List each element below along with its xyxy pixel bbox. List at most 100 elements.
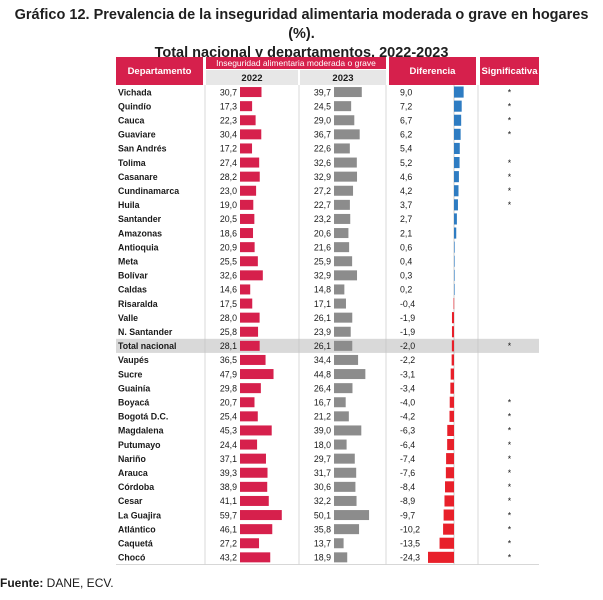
difference-label: -1,9: [400, 313, 415, 323]
value-label-2022: 24,4: [220, 440, 237, 450]
bar-2022: [240, 199, 254, 210]
value-label-2023: 36,7: [314, 130, 331, 140]
value-label-2022: 36,5: [220, 355, 237, 365]
bar-2023: [334, 199, 350, 210]
value-label-2023: 14,8: [314, 285, 331, 295]
difference-label: -10,2: [400, 524, 420, 534]
value-label-2022: 38,9: [220, 482, 237, 492]
row-department-label: Risaralda: [118, 299, 158, 309]
difference-bar: [444, 495, 454, 507]
row-department-label: Arauca: [118, 468, 148, 478]
header-significant-cell: [480, 57, 539, 85]
bar-2023: [334, 354, 359, 365]
header-significant: Significativa: [482, 66, 539, 77]
value-label-2023: 22,6: [314, 144, 331, 154]
row-department-label: Vaupés: [118, 355, 149, 365]
difference-bar: [453, 298, 455, 310]
difference-label: 0,3: [400, 271, 412, 281]
bar-2022: [240, 185, 257, 196]
value-label-2022: 39,3: [220, 468, 237, 478]
difference-bar: [445, 467, 454, 479]
difference-label: 0,2: [400, 285, 412, 295]
difference-bar: [454, 171, 459, 183]
value-label-2023: 29,0: [314, 115, 331, 125]
row-department-label: San Andrés: [118, 144, 167, 154]
value-label-2022: 25,8: [220, 327, 237, 337]
value-label-2022: 37,1: [220, 454, 237, 464]
bar-2022: [240, 524, 273, 535]
value-label-2022: 28,2: [220, 172, 237, 182]
value-label-2023: 30,6: [314, 482, 331, 492]
value-label-2023: 32,6: [314, 158, 331, 168]
bar-2023: [334, 326, 351, 337]
bar-2023: [334, 481, 356, 492]
value-label-2023: 17,1: [314, 299, 331, 309]
row-department-label: N. Santander: [118, 327, 173, 337]
significance-mark: *: [508, 130, 512, 140]
difference-label: -24,3: [400, 553, 420, 563]
significance-mark: *: [508, 186, 512, 196]
bar-2023: [334, 270, 358, 281]
value-label-2022: 25,4: [220, 412, 237, 422]
bar-2023: [334, 467, 357, 478]
difference-bar: [454, 227, 457, 239]
difference-label: 6,7: [400, 115, 412, 125]
bar-2022: [240, 298, 253, 309]
value-label-2023: 23,2: [314, 214, 331, 224]
bar-2022: [240, 157, 260, 168]
bar-2023: [334, 369, 366, 380]
difference-label: -6,3: [400, 426, 415, 436]
bar-2022: [240, 510, 282, 521]
row-department-label: Guainía: [118, 383, 150, 393]
bar-2022: [240, 467, 268, 478]
row-department-label: Putumayo: [118, 440, 161, 450]
value-label-2023: 25,9: [314, 256, 331, 266]
bar-2022: [240, 425, 272, 436]
difference-label: 6,2: [400, 130, 412, 140]
difference-label: 3,7: [400, 200, 412, 210]
bar-2023: [334, 552, 348, 563]
value-label-2022: 17,3: [220, 101, 237, 111]
difference-label: -4,2: [400, 412, 415, 422]
significance-mark: *: [508, 538, 512, 548]
significance-mark: *: [508, 426, 512, 436]
bar-2022: [240, 242, 255, 253]
difference-label: -9,7: [400, 510, 415, 520]
difference-label: 9,0: [400, 87, 412, 97]
bar-2023: [334, 213, 351, 224]
value-label-2022: 18,6: [220, 228, 237, 238]
bar-2022: [240, 340, 260, 351]
value-label-2022: 25,5: [220, 256, 237, 266]
difference-bar: [454, 86, 464, 98]
difference-bar: [454, 269, 455, 281]
row-department-label: Vichada: [118, 87, 152, 97]
bar-2023: [334, 340, 353, 351]
difference-bar: [454, 241, 455, 253]
row-department-label: Total nacional: [118, 341, 177, 351]
value-label-2022: 19,0: [220, 200, 237, 210]
value-label-2022: 30,4: [220, 130, 237, 140]
bar-2022: [240, 495, 269, 506]
row-department-label: Atlántico: [118, 524, 156, 534]
row-department-label: Amazonas: [118, 228, 162, 238]
bar-2022: [240, 354, 266, 365]
value-label-2022: 29,8: [220, 383, 237, 393]
bar-2022: [240, 171, 260, 182]
difference-bar: [454, 128, 461, 140]
difference-bar: [446, 453, 454, 465]
difference-label: -7,4: [400, 454, 415, 464]
row-department-label: Cundinamarca: [118, 186, 179, 196]
difference-bar: [439, 537, 454, 549]
row-department-label: Chocó: [118, 553, 146, 563]
bar-2022: [240, 453, 266, 464]
difference-bar: [454, 255, 455, 267]
header-2023: 2023: [332, 73, 353, 84]
value-label-2022: 17,2: [220, 144, 237, 154]
significance-mark: *: [508, 510, 512, 520]
difference-label: -4,0: [400, 397, 415, 407]
bar-2022: [240, 284, 251, 295]
value-label-2022: 41,1: [220, 496, 237, 506]
bar-2022: [240, 228, 254, 239]
bar-2022: [240, 101, 253, 112]
value-label-2023: 18,9: [314, 553, 331, 563]
